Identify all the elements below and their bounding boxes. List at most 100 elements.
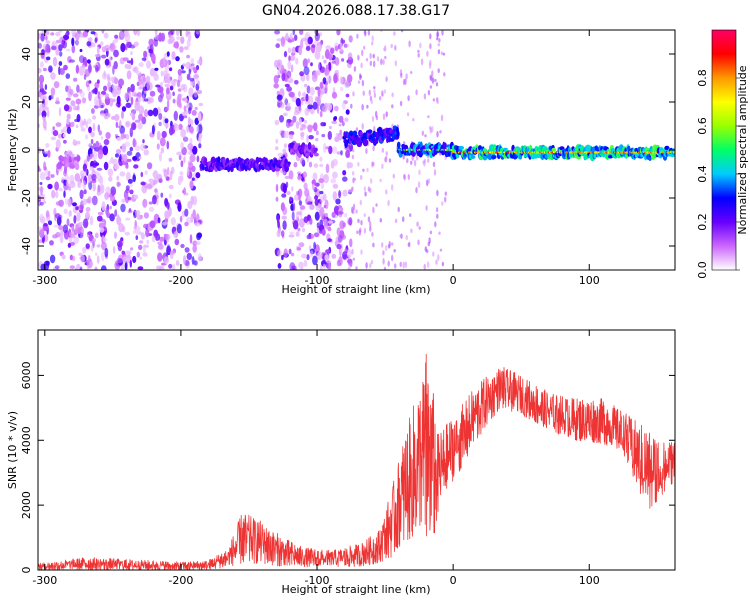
- spectrogram-noise-speckle: [360, 249, 363, 255]
- spectrogram-noise-speckle: [427, 261, 430, 269]
- spectrogram-noise-speckle: [381, 163, 384, 169]
- spectrogram-noise-speckle: [316, 96, 321, 107]
- spectrogram-noise-speckle: [298, 261, 304, 269]
- spectrogram-noise-speckle: [91, 174, 97, 181]
- spectrogram-noise-speckle: [324, 254, 330, 261]
- spectrogram-noise-speckle: [74, 173, 81, 182]
- spectrogram-noise-speckle: [357, 162, 360, 167]
- spectrogram-noise-speckle: [351, 186, 354, 191]
- spectrogram-noise-speckle: [305, 46, 311, 51]
- spectrogram-noise-speckle: [347, 52, 353, 60]
- spectrogram-noise-speckle: [336, 30, 341, 36]
- spectrogram-noise-speckle: [113, 60, 118, 70]
- spectrogram-noise-speckle: [307, 104, 314, 110]
- spectrogram-noise-speckle: [163, 169, 168, 179]
- spectrogram-noise-speckle: [363, 227, 367, 234]
- spectrogram-noise-speckle: [183, 105, 187, 112]
- spectrogram-noise-speckle: [286, 70, 292, 79]
- spectrogram-noise-speckle: [159, 236, 165, 242]
- spectrogram-noise-speckle: [327, 69, 330, 74]
- spectrogram-noise-speckle: [158, 243, 164, 250]
- spectrogram-noise-speckle: [382, 258, 385, 265]
- spectrogram-noise-speckle: [275, 184, 279, 193]
- spectrogram-noise-speckle: [69, 265, 76, 269]
- spectrogram-noise-speckle: [75, 124, 79, 129]
- spectrogram-noise-speckle: [131, 91, 137, 97]
- spectrogram-noise-speckle: [88, 180, 93, 191]
- spectrogram-noise-speckle: [120, 263, 125, 270]
- spectrogram-noise-speckle: [336, 151, 341, 155]
- spectrogram-noise-speckle: [311, 44, 316, 48]
- spectrogram-noise-speckle: [314, 182, 320, 187]
- spectrogram-noise-speckle: [38, 239, 43, 244]
- spectrogram-noise-speckle: [407, 95, 410, 102]
- spectrogram-noise-speckle: [341, 102, 346, 110]
- spectrogram-noise-speckle: [152, 195, 157, 205]
- spectrogram-noise-speckle: [120, 42, 126, 53]
- spectrogram-noise-speckle: [291, 211, 295, 221]
- spectrogram-noise-speckle: [351, 206, 354, 214]
- snr-x-tick-label: 0: [450, 574, 457, 587]
- spectrogram-noise-speckle: [157, 217, 161, 224]
- spectrogram-noise-speckle: [327, 226, 332, 232]
- spectrogram-noise-speckle: [295, 97, 301, 107]
- spectrogram-noise-speckle: [432, 98, 436, 102]
- spectrogram-noise-speckle: [186, 125, 190, 133]
- spectrogram-noise-speckle: [138, 62, 144, 68]
- spectrogram-trace-point: [217, 156, 221, 164]
- spectrogram-noise-speckle: [39, 182, 43, 185]
- spectrogram-noise-speckle: [130, 57, 134, 66]
- spectrogram-noise-speckle: [189, 180, 194, 190]
- spectrogram-noise-speckle: [332, 183, 339, 189]
- spectrogram-noise-speckle: [322, 193, 327, 201]
- spectrogram-noise-speckle: [277, 263, 282, 269]
- spectrogram-noise-speckle: [429, 59, 432, 67]
- spectrogram-noise-speckle: [137, 122, 143, 130]
- spectrogram-noise-speckle: [292, 115, 297, 123]
- spectrogram-noise-speckle: [191, 177, 195, 181]
- spectrogram-noise-speckle: [129, 146, 134, 152]
- colorbar-tick-label: 0.2: [696, 213, 709, 231]
- spectrogram-noise-speckle: [91, 150, 98, 161]
- spectrogram-noise-speckle: [109, 213, 115, 222]
- spectrogram-noise-speckle: [52, 126, 55, 130]
- spectrogram-noise-speckle: [166, 140, 170, 150]
- spectrogram-noise-speckle: [124, 92, 129, 101]
- spectrogram-noise-speckle: [435, 207, 439, 213]
- spectrogram-noise-speckle: [334, 57, 340, 66]
- spectrogram-noise-speckle: [62, 126, 68, 134]
- spectrogram-noise-speckle: [69, 174, 75, 184]
- spectrogram-noise-speckle: [94, 232, 99, 239]
- spectrogram-noise-speckle: [138, 97, 142, 103]
- spectrogram-noise-speckle: [81, 97, 86, 104]
- spectrogram-noise-speckle: [298, 200, 303, 206]
- spectrogram-noise-speckle: [337, 211, 344, 215]
- spectrogram-noise-speckle: [321, 229, 326, 236]
- spectrogram-noise-speckle: [184, 247, 190, 253]
- spectrogram-noise-speckle: [39, 82, 44, 91]
- spectrogram-noise-speckle: [99, 93, 104, 98]
- spectrogram-noise-speckle: [436, 189, 439, 197]
- spectrogram-noise-speckle: [300, 131, 305, 137]
- spectrogram-noise-speckle: [184, 221, 189, 227]
- spectrogram-noise-speckle: [50, 72, 56, 80]
- spectrogram-noise-speckle: [365, 58, 369, 62]
- spectrogram-noise-speckle: [74, 32, 80, 41]
- spectrogram-noise-speckle: [51, 189, 56, 199]
- spectrogram-noise-speckle: [44, 168, 49, 177]
- spectrogram-noise-speckle: [87, 175, 92, 183]
- spectrogram-noise-speckle: [55, 201, 61, 206]
- spectrogram-trace-point: [362, 138, 369, 147]
- spectrogram-noise-speckle: [358, 229, 362, 236]
- spectrogram-noise-speckle: [55, 122, 62, 127]
- spectrogram-noise-speckle: [385, 244, 388, 252]
- spectrogram-noise-speckle: [67, 242, 72, 248]
- spectrogram-noise-speckle: [47, 170, 51, 177]
- spectrogram-noise-speckle: [142, 76, 146, 83]
- spectrogram-noise-speckle: [85, 207, 91, 212]
- spectrogram-noise-speckle: [145, 75, 151, 85]
- spectrogram-noise-speckle: [158, 121, 162, 127]
- spectrogram-noise-speckle: [371, 115, 375, 122]
- spectrogram-noise-speckle: [417, 49, 420, 53]
- spectrogram-noise-speckle: [176, 36, 182, 40]
